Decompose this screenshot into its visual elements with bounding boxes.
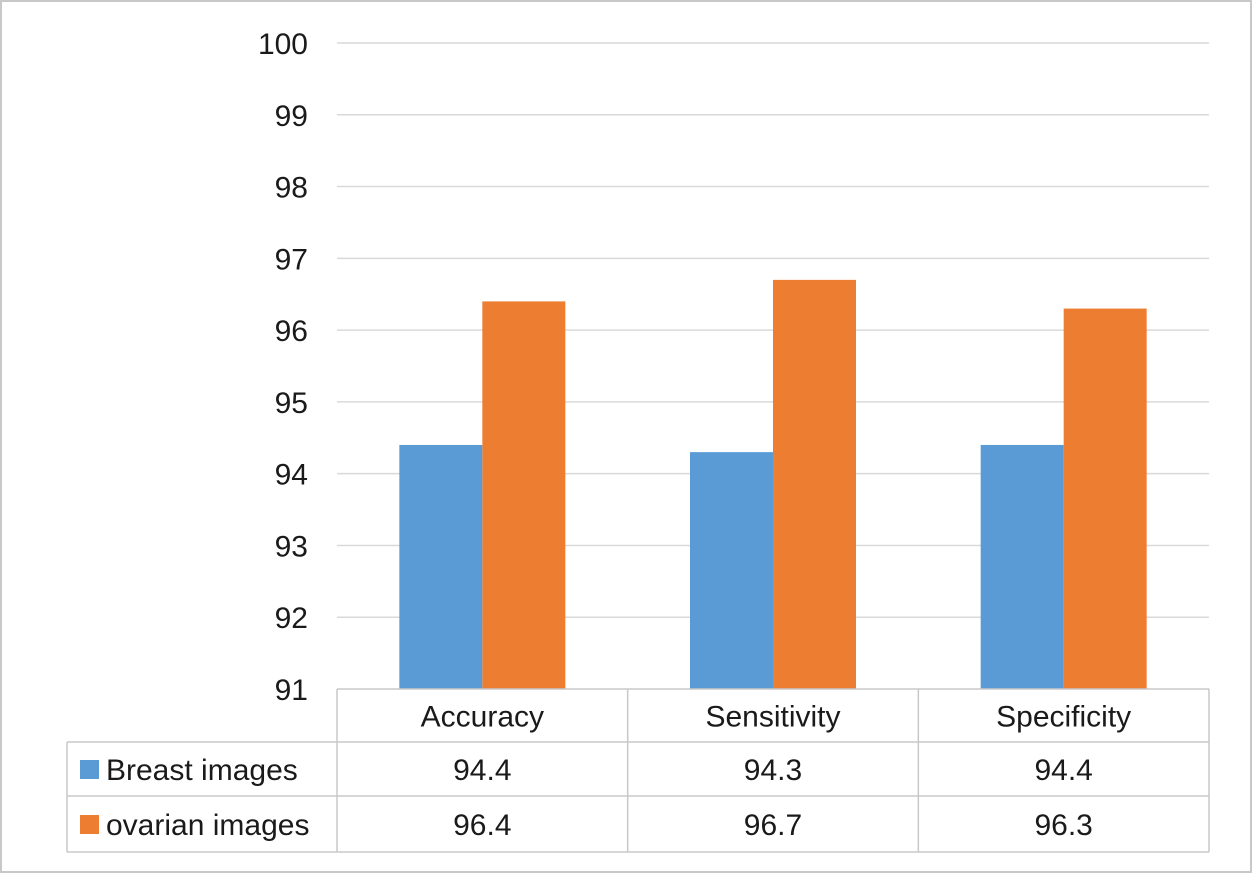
y-tick-label: 96 [275,315,308,348]
y-axis-ticks: 91 92 93 94 95 96 97 98 99 100 [258,28,308,707]
y-tick-label: 95 [275,387,308,420]
y-tick-label: 91 [275,674,308,707]
data-label: 96.4 [453,809,511,842]
bar-breast-specificity [980,444,1064,689]
y-tick-label: 93 [275,530,308,563]
data-table: Accuracy Sensitivity Specificity Breast ima… [66,688,1210,853]
data-label: 94.4 [453,754,511,787]
legend-label: ovarian images [106,809,309,842]
data-label: 96.3 [1034,809,1092,842]
data-label: 94.3 [744,754,802,787]
bar-ovarian-accuracy [482,301,566,689]
data-label: 94.4 [1034,754,1092,787]
y-tick-label: 97 [275,243,308,276]
x-tick-label: Specificity [996,701,1131,734]
x-tick-label: Accuracy [421,701,544,734]
bar-breast-accuracy [399,444,483,689]
data-label: 96.7 [744,809,802,842]
y-tick-label: 94 [275,459,308,492]
bar-ovarian-sensitivity [773,279,856,689]
y-tick-label: 99 [275,100,308,133]
bars [399,279,1147,689]
legend-swatch [80,815,99,834]
y-tick-label: 98 [275,172,308,205]
y-tick-label: 100 [258,28,308,61]
bar-breast-sensitivity [690,452,773,689]
legend-label: Breast images [106,754,298,787]
bar-ovarian-specificity [1063,308,1147,689]
legend-swatch [80,760,99,779]
y-tick-label: 92 [275,602,308,635]
x-tick-label: Sensitivity [705,701,840,734]
